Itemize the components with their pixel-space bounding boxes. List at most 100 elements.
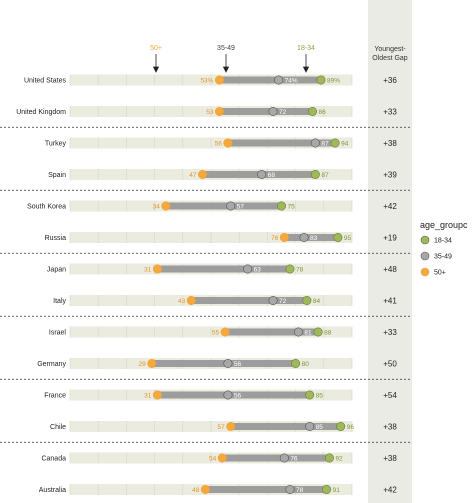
dot-old xyxy=(147,358,157,368)
legend-swatch-young xyxy=(420,235,430,245)
dot-old xyxy=(226,421,236,431)
arrow-young-head xyxy=(302,66,310,73)
range-bar xyxy=(230,423,341,430)
legend-swatch-old xyxy=(420,267,430,277)
dot-young xyxy=(285,264,295,274)
dot-mid xyxy=(305,421,315,431)
dot-mid xyxy=(310,138,320,148)
dot-young xyxy=(322,484,332,494)
gap-value: +41 xyxy=(383,297,397,306)
value-label-young: 95 xyxy=(344,235,352,242)
gap-value: +33 xyxy=(383,108,397,117)
header-label-mid: 35-49 xyxy=(217,45,235,52)
dot-young xyxy=(310,170,320,180)
dot-old xyxy=(279,233,289,243)
arrow-old-head xyxy=(152,66,160,73)
dot-old xyxy=(198,170,208,180)
value-label-mid: 78 xyxy=(296,487,304,494)
gap-value: +38 xyxy=(383,139,397,148)
gap-header-line2: Oldest Gap xyxy=(372,55,408,62)
dot-mid xyxy=(223,358,233,368)
value-label-old: 43 xyxy=(178,298,186,305)
arrow-mid-head xyxy=(222,66,230,73)
dot-mid xyxy=(274,75,284,85)
value-label-mid: 63 xyxy=(254,266,262,273)
country-label: Chile xyxy=(50,424,66,431)
value-label-old: 53% xyxy=(200,77,213,84)
dot-young xyxy=(302,295,312,305)
dot-mid xyxy=(279,453,289,463)
range-bar xyxy=(157,265,290,273)
dot-young xyxy=(313,327,323,337)
country-label: Spain xyxy=(48,172,66,179)
value-label-mid: 68 xyxy=(268,172,276,179)
dot-young xyxy=(276,201,286,211)
dot-old xyxy=(186,295,196,305)
dot-young xyxy=(316,75,326,85)
dot-mid xyxy=(243,264,253,274)
value-label-young: 84 xyxy=(313,298,321,305)
dot-mid xyxy=(268,295,278,305)
gap-value: +19 xyxy=(383,234,397,243)
value-label-young: 87 xyxy=(321,172,329,179)
gap-value: +54 xyxy=(383,391,397,400)
value-label-young: 75 xyxy=(288,203,296,210)
header-label-young: 18-34 xyxy=(297,45,315,52)
value-label-young: 91 xyxy=(333,487,341,494)
dot-mid xyxy=(257,170,267,180)
value-label-old: 48 xyxy=(192,487,200,494)
dot-young xyxy=(333,233,343,243)
header-label-old: 50+ xyxy=(150,45,162,52)
dot-mid xyxy=(268,107,278,117)
legend-swatch-mid xyxy=(420,251,430,261)
country-label: Turkey xyxy=(45,141,67,148)
country-label: Japan xyxy=(47,267,66,274)
legend-label-mid: 35-49 xyxy=(434,254,452,261)
value-label-young: 80 xyxy=(302,361,310,368)
value-label-mid: 74% xyxy=(285,77,298,84)
gap-column-background xyxy=(368,0,412,503)
range-bar xyxy=(227,139,336,147)
gap-value: +50 xyxy=(383,360,397,369)
value-label-mid: 56 xyxy=(234,361,242,368)
country-label: Canada xyxy=(41,456,66,463)
dot-old xyxy=(217,453,227,463)
dot-old xyxy=(152,264,162,274)
value-label-old: 34 xyxy=(153,203,161,210)
country-label: France xyxy=(44,393,66,400)
value-label-old: 55 xyxy=(212,329,220,336)
value-label-old: 47 xyxy=(189,172,197,179)
dot-mid xyxy=(293,327,303,337)
legend-label-young: 18-34 xyxy=(434,238,452,245)
value-label-mid: 76 xyxy=(290,455,298,462)
country-label: United States xyxy=(24,78,67,85)
rows-layer: United States 53% 74% 89% +36 United Kingdom 5… xyxy=(0,74,412,495)
dot-old xyxy=(200,484,210,494)
range-bar xyxy=(222,454,330,462)
value-label-young: 85 xyxy=(316,392,324,399)
value-label-young: 94 xyxy=(341,140,349,147)
value-label-old: 29 xyxy=(139,361,147,368)
dot-mid xyxy=(223,390,233,400)
range-bar xyxy=(219,76,321,84)
value-label-old: 53 xyxy=(206,109,214,116)
gap-value: +42 xyxy=(383,486,397,495)
gap-header-line1: Youngest- xyxy=(374,46,406,53)
value-label-young: 92 xyxy=(335,455,343,462)
dot-young xyxy=(336,421,346,431)
dot-mid xyxy=(299,233,309,243)
gap-value: +38 xyxy=(383,423,397,432)
value-label-mid: 81 xyxy=(304,329,312,336)
header-arrows xyxy=(152,54,310,73)
value-label-young: 78 xyxy=(296,266,304,273)
dot-young xyxy=(308,107,318,117)
value-label-mid: 56 xyxy=(234,392,242,399)
country-label: Israel xyxy=(49,330,67,337)
value-label-mid: 72 xyxy=(279,298,287,305)
value-label-mid: 72 xyxy=(279,109,287,116)
dot-young xyxy=(330,138,340,148)
gap-value: +42 xyxy=(383,202,397,211)
gap-value: +38 xyxy=(383,454,397,463)
gap-value: +33 xyxy=(383,328,397,337)
